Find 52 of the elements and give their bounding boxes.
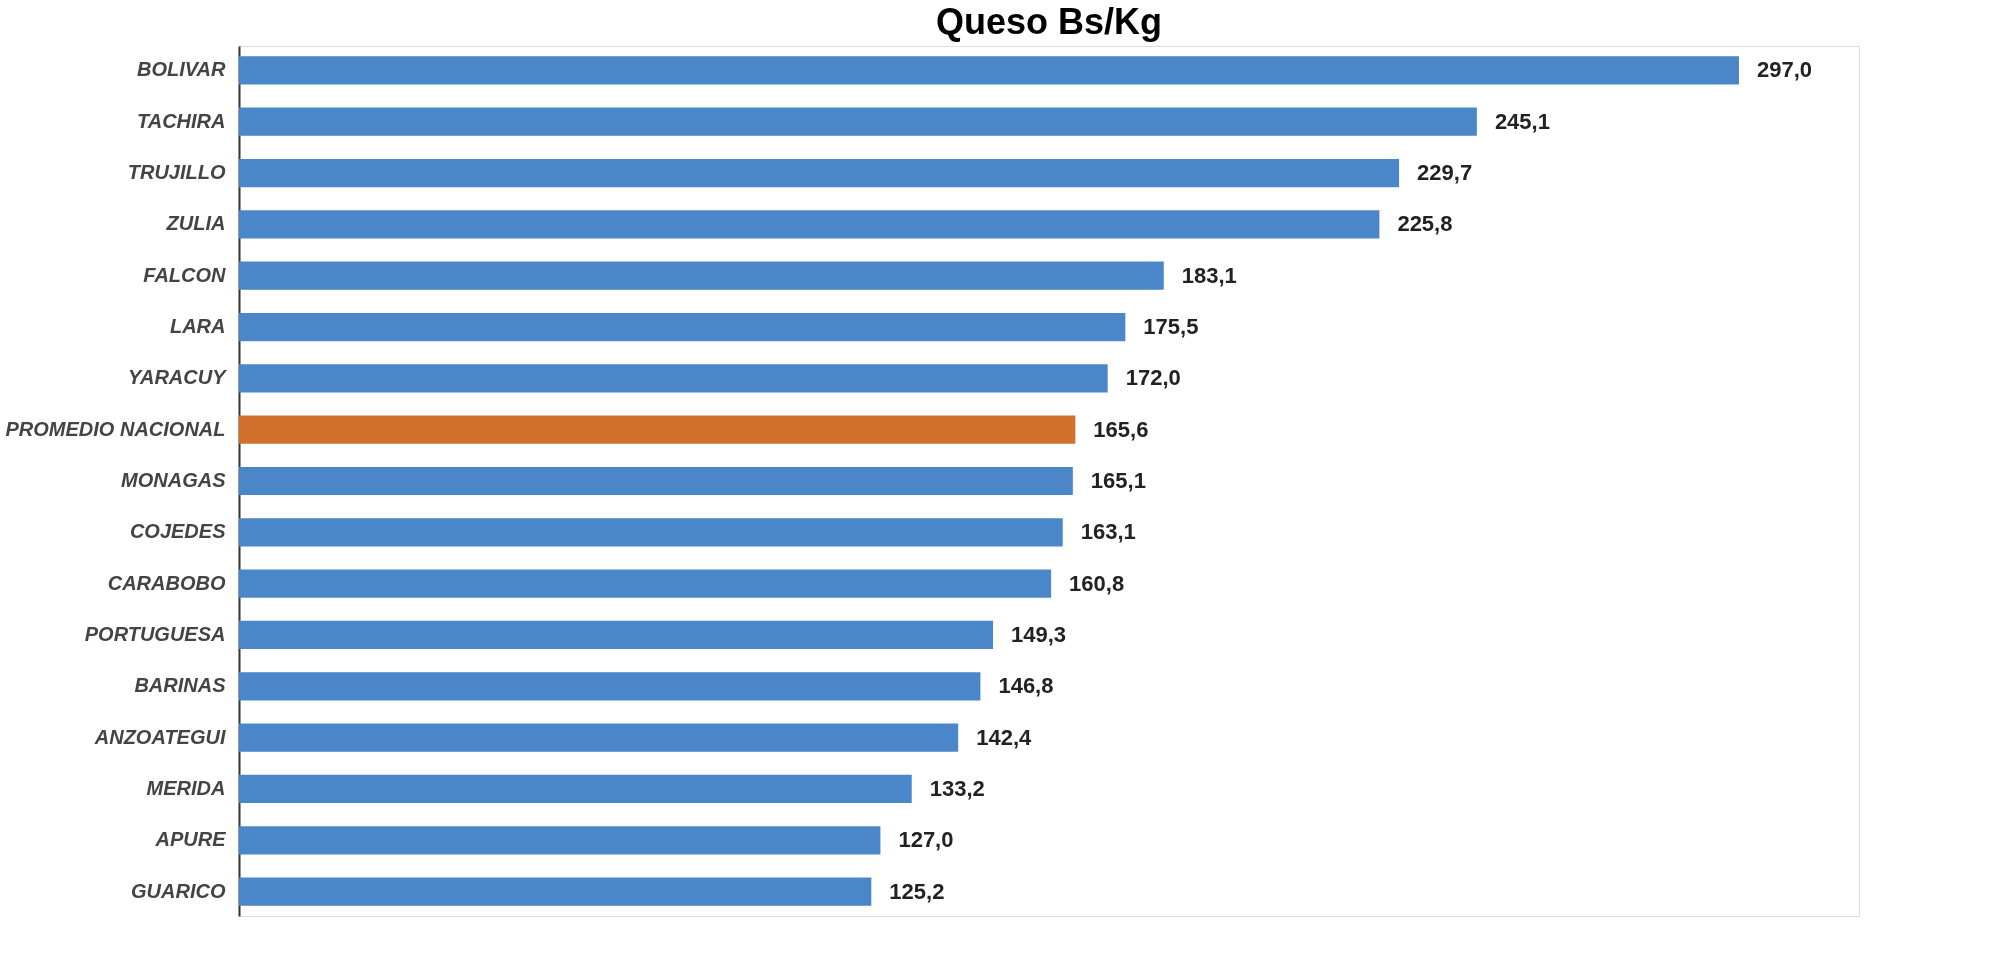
data-label: 133,2 [929, 775, 985, 801]
y-tick-label: ANZOATEGUI [93, 725, 226, 748]
data-label: 142,4 [976, 724, 1033, 750]
y-tick-label: GUARICO [131, 879, 226, 902]
y-tick-label: BARINAS [134, 674, 227, 697]
y-tick-label: ZULIA [165, 212, 226, 235]
bar [239, 415, 1076, 444]
data-label: 165,1 [1090, 468, 1146, 493]
y-tick-label: PROMEDIO NACIONAL [5, 417, 226, 440]
y-tick-label: TACHIRA [136, 109, 226, 132]
chart-title: Queso Bs/Kg [935, 1, 1163, 42]
y-tick-label: LARA [169, 315, 226, 338]
bar [239, 620, 994, 650]
data-label: 245,1 [1494, 108, 1550, 134]
y-tick-label: PORTUGUESA [84, 622, 226, 645]
bar [239, 210, 1380, 239]
data-label: 165,6 [1093, 416, 1149, 442]
data-label: 125,2 [889, 878, 945, 904]
y-tick-label: MONAGAS [121, 469, 227, 491]
data-label: 183,1 [1181, 262, 1237, 288]
data-label: 160,8 [1069, 570, 1125, 596]
data-label: 175,5 [1143, 314, 1199, 340]
y-tick-label: FALCON [143, 263, 227, 286]
y-tick-label: BOLIVAR [136, 58, 227, 81]
data-label: 149,3 [1011, 621, 1067, 647]
bar [239, 826, 881, 855]
bar [239, 158, 1400, 188]
bar [239, 466, 1073, 496]
y-tick-label: APURE [154, 828, 227, 851]
y-tick-label: TRUJILLO [127, 161, 226, 184]
bar [239, 877, 872, 906]
bar [239, 672, 981, 701]
bar [239, 107, 1477, 136]
data-label: 163,1 [1080, 519, 1136, 545]
bar [239, 364, 1108, 393]
data-label: 229,7 [1417, 160, 1473, 186]
y-tick-label: YARACUY [128, 366, 228, 389]
bar [239, 56, 1739, 85]
bar [239, 518, 1063, 547]
bar [239, 312, 1126, 342]
data-label: 172,0 [1125, 365, 1181, 391]
bar [239, 774, 912, 804]
data-label: 225,8 [1397, 211, 1453, 237]
data-label: 146,8 [998, 673, 1054, 699]
y-tick-label: COJEDES [129, 520, 227, 543]
bar [239, 569, 1052, 598]
y-tick-label: CARABOBO [107, 571, 226, 594]
data-label: 127,0 [898, 827, 954, 853]
bar [239, 261, 1164, 290]
y-tick-label: MERIDA [146, 776, 226, 799]
data-label: 297,0 [1757, 57, 1813, 83]
bar [239, 723, 959, 752]
